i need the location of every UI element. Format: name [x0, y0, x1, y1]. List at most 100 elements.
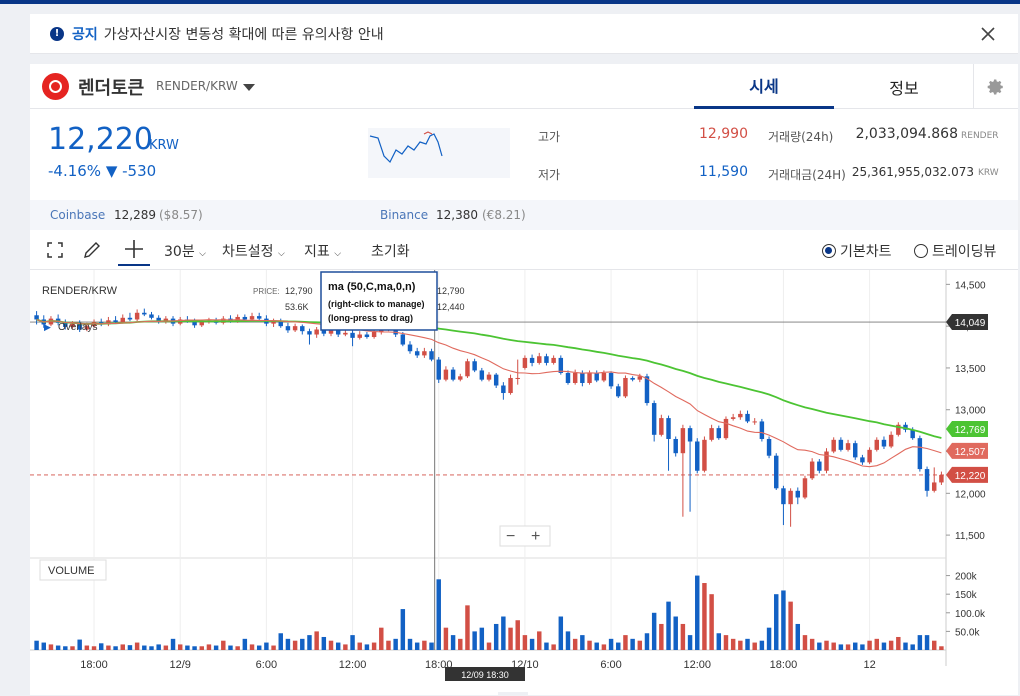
zoom-out-button[interactable]: −	[506, 528, 515, 545]
vol-tick-label: 200k	[955, 572, 978, 583]
volume-bar	[623, 635, 628, 650]
vol-tick-label: 150k	[955, 590, 978, 601]
candle-body	[917, 438, 923, 470]
candle-body	[730, 417, 736, 419]
volume-bar	[185, 645, 190, 650]
alert-icon: !	[50, 26, 64, 41]
tradingview-radio[interactable]: 트레이딩뷰	[914, 241, 996, 261]
crosshair-time: 12/09 18:30	[461, 670, 509, 680]
tab-info[interactable]: 정보	[889, 78, 919, 98]
candle-body	[809, 461, 815, 479]
volume-bar	[781, 590, 786, 650]
radio-selected-icon	[822, 244, 836, 258]
ma-tooltip[interactable]: ma (50,C,ma,0,n) (right-click to manage)…	[320, 271, 438, 331]
market-card: 렌더토큰 RENDER/KRW 시세 정보 12,220 KRW -4.16% …	[30, 64, 1018, 692]
candle-body	[515, 377, 520, 379]
exchange-price: 12,289	[114, 208, 156, 222]
basic-chart-radio[interactable]: 기본차트	[822, 241, 892, 261]
exchange-name[interactable]: Coinbase	[50, 208, 106, 222]
candlestick-chart[interactable]: 18:00 12/9 6:00 12:00 18:00 12/10 6:00 12:00 18:…	[30, 270, 1018, 692]
crosshair-time-box: 12/09 18:30	[445, 667, 525, 681]
candle-body	[666, 418, 671, 439]
reset-button[interactable]: 초기화	[371, 244, 410, 260]
volume-bar	[730, 638, 736, 650]
volume-bar	[98, 643, 104, 650]
chart-settings-menu[interactable]: 차트설정 ⌵	[222, 241, 285, 261]
fullscreen-icon[interactable]	[46, 241, 64, 263]
candle-body	[508, 377, 513, 394]
volume-unit: RENDER	[961, 131, 999, 141]
volume-bar	[888, 640, 894, 650]
candle-body	[149, 314, 154, 318]
volume-bar	[867, 640, 872, 650]
x-tick-label: 12:00	[683, 659, 711, 671]
tab-market[interactable]: 시세	[694, 64, 834, 109]
volume-bar	[170, 638, 176, 650]
volume-bar	[221, 640, 226, 650]
volume-bar	[156, 644, 161, 650]
volume-bar	[616, 642, 621, 650]
volume-bar	[630, 638, 635, 650]
candle-body	[357, 334, 362, 338]
interval-select[interactable]: 30분 ⌵	[164, 241, 206, 261]
price-chart[interactable]: 18:00 12/9 6:00 12:00 18:00 12/10 6:00 12:00 18:…	[30, 270, 1018, 692]
volume-bar	[177, 644, 183, 650]
overlays-toggle[interactable]: Overlays	[58, 322, 97, 333]
candle-body	[874, 439, 880, 450]
chevron-down-icon: ⌵	[199, 249, 206, 259]
candle-body	[522, 357, 528, 368]
low-value: 11,590	[699, 164, 748, 180]
notice-banner[interactable]: ! 공지 가상자산시장 변동성 확대에 따른 유의사항 안내	[30, 14, 1018, 54]
candle-body	[651, 403, 657, 435]
coin-name[interactable]: 렌더토큰	[78, 78, 145, 99]
exchange-name[interactable]: Binance	[380, 208, 429, 222]
volume-bar	[673, 616, 678, 650]
crosshair-tool-icon[interactable]	[118, 236, 150, 266]
volume-bar	[903, 642, 908, 650]
volume-readout-value: 53.6K	[285, 302, 309, 312]
volume-bar	[752, 642, 757, 650]
vol-tick-label: 100.0k	[955, 609, 986, 620]
candle-body	[774, 455, 779, 489]
volume-bar	[335, 642, 341, 650]
volume-bar	[235, 646, 240, 650]
volume-bar	[932, 640, 937, 650]
chevron-down-icon: ⌵	[334, 249, 342, 259]
chevron-down-icon[interactable]	[243, 84, 255, 91]
volume-bar	[738, 640, 743, 650]
candle-body	[687, 428, 693, 442]
zoom-in-button[interactable]: +	[531, 528, 540, 545]
volume-bar	[407, 638, 413, 650]
chart-settings-label: 차트설정	[222, 244, 274, 260]
candle-body	[400, 334, 406, 345]
notice-message[interactable]: 가상자산시장 변동성 확대에 따른 유의사항 안내	[103, 26, 384, 43]
candle-body	[759, 421, 765, 439]
price-tag	[946, 314, 988, 331]
volume-bar	[364, 644, 370, 650]
volume-pane-label: VOLUME	[39, 559, 107, 581]
close-icon[interactable]	[978, 24, 998, 44]
x-tick-label: 12:00	[339, 659, 367, 671]
candle-body	[594, 372, 599, 381]
candle-body	[472, 361, 477, 371]
candle-body	[587, 372, 592, 383]
candle-body	[242, 316, 248, 320]
volume-bar	[565, 631, 571, 650]
play-icon[interactable]: ▶	[44, 322, 51, 332]
volume-bar	[41, 642, 46, 650]
volume-bar	[278, 633, 283, 650]
price-readout-p2: 12,440	[437, 302, 465, 312]
candle-body	[113, 320, 118, 322]
volume-bar	[55, 645, 61, 650]
volume-bar	[558, 616, 564, 650]
x-tick-label: 18:00	[80, 659, 108, 671]
indicator-menu[interactable]: 지표 ⌵	[304, 241, 341, 261]
candle-body	[314, 329, 319, 335]
candle-body	[831, 439, 836, 452]
volume-bar	[106, 645, 111, 650]
volume-bar	[874, 638, 880, 650]
current-price: 12,220	[48, 122, 153, 157]
pencil-icon[interactable]	[82, 240, 102, 264]
gear-icon[interactable]	[973, 64, 1018, 109]
candle-body	[163, 318, 169, 322]
